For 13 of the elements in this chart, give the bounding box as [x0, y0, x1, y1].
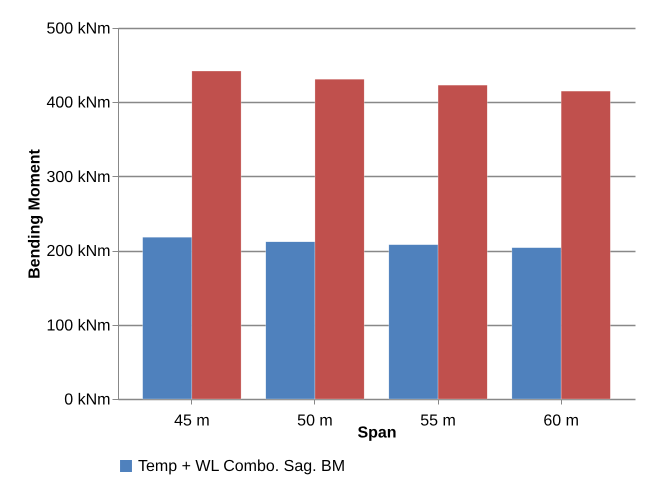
y-tick-label: 300 kNm [46, 168, 110, 186]
y-tick-label: 500 kNm [46, 20, 110, 38]
y-axis-title: Bending Moment [26, 148, 44, 279]
x-tick-label: 50 m [297, 412, 333, 430]
x-tick-label: 60 m [543, 412, 579, 430]
y-tick-label: 200 kNm [46, 243, 110, 260]
x-axis-title: Span [357, 424, 397, 442]
y-tick-label: 0 kNm [64, 392, 110, 408]
x-tick-label: 45 m [174, 412, 210, 430]
y-tick-label: 400 kNm [46, 94, 110, 112]
legend-label: Temp + WL Combo. Sag. BM [138, 458, 346, 475]
y-tick-label: 100 kNm [46, 317, 110, 334]
x-tick-label: 55 m [420, 412, 456, 430]
